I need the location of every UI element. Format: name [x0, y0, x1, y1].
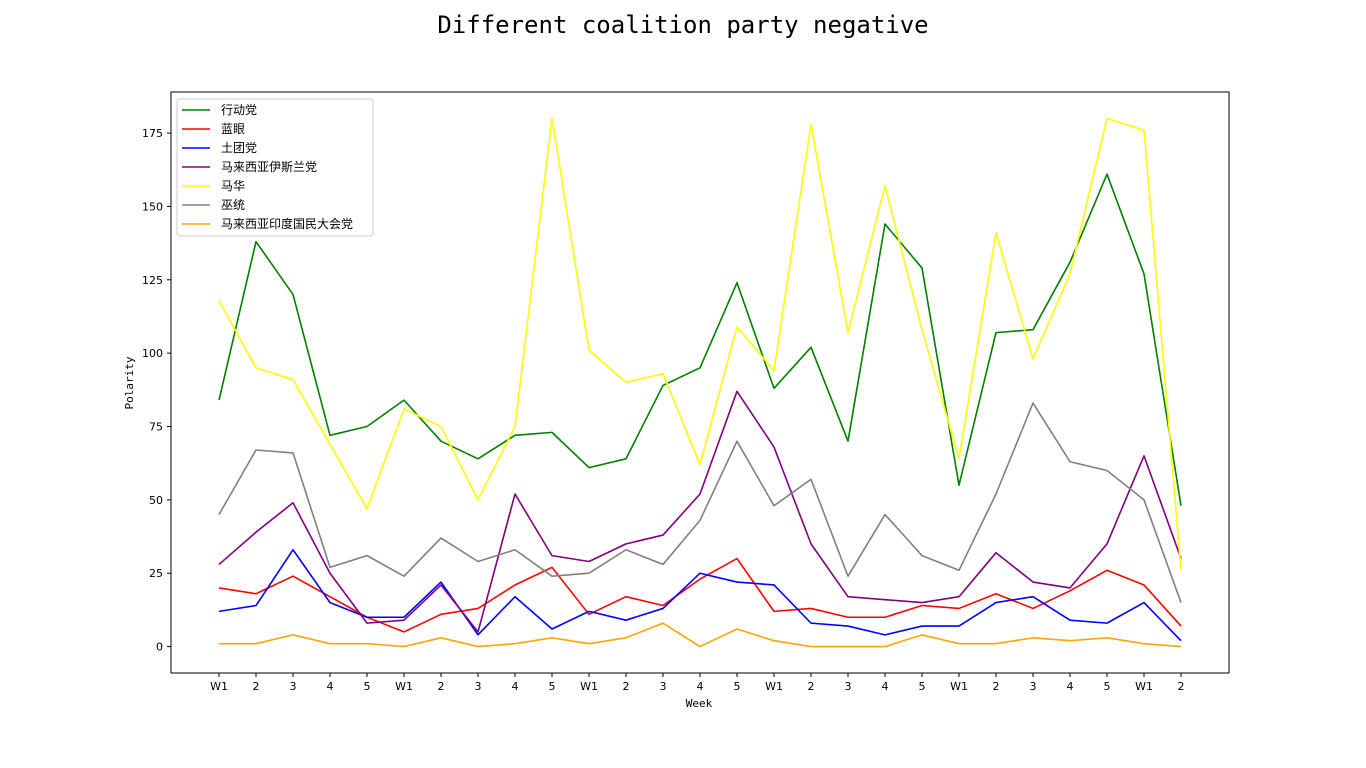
x-tick-label: W1: [765, 680, 783, 693]
legend-label: 马华: [221, 179, 245, 193]
series-line-5: [218, 402, 1182, 603]
series-line-4: [218, 117, 1182, 571]
x-tick-label: 3: [475, 680, 482, 693]
x-tick-label: 3: [660, 680, 667, 693]
y-tick-label: 175: [142, 127, 163, 140]
x-tick-label: 2: [253, 680, 260, 693]
y-tick-label: 50: [149, 494, 163, 507]
x-tick-label: 2: [808, 680, 815, 693]
chart-title: Different coalition party negative: [437, 11, 928, 39]
legend-label: 行动党: [221, 102, 257, 117]
x-tick-label: 5: [919, 680, 926, 693]
x-tick-label: 2: [438, 680, 445, 693]
series-line-3: [218, 390, 1182, 633]
x-axis: W1 2 3 4 5 W1 2 3 4 5 W1 2 3 4 5 W1 2 3 4 5 W1 2 3 4 5 W1 2: [210, 673, 1185, 693]
y-tick-label: 150: [142, 200, 163, 213]
x-tick-label: 5: [734, 680, 741, 693]
x-tick-label: W1: [1135, 680, 1153, 693]
x-tick-label: 4: [882, 680, 889, 693]
y-tick-label: 75: [149, 421, 163, 434]
legend-label: 蓝眼: [221, 122, 245, 136]
x-tick-label: 2: [1178, 680, 1185, 693]
x-tick-label: 4: [1067, 680, 1074, 693]
series-line-2: [218, 548, 1182, 642]
legend-label: 土团党: [221, 140, 257, 155]
y-axis-label: Polarity: [123, 356, 136, 409]
legend-label: 马来西亚印度国民大会党: [221, 216, 353, 231]
y-tick-label: 25: [149, 567, 163, 580]
x-tick-label: 2: [993, 680, 1000, 693]
y-tick-label: 125: [142, 274, 163, 287]
legend-label: 马来西亚伊斯兰党: [221, 159, 317, 174]
series-lines: [218, 117, 1182, 648]
x-tick-label: 3: [845, 680, 852, 693]
x-tick-label: W1: [950, 680, 968, 693]
x-tick-label: 2: [623, 680, 630, 693]
y-tick-label: 0: [156, 641, 163, 654]
x-axis-label: Week: [686, 697, 713, 710]
x-tick-label: W1: [395, 680, 413, 693]
x-tick-label: W1: [210, 680, 228, 693]
x-tick-label: 3: [290, 680, 297, 693]
x-tick-label: 5: [1104, 680, 1111, 693]
series-line-6: [219, 622, 1182, 648]
x-tick-label: 5: [364, 680, 371, 693]
series-line-0: [218, 173, 1182, 506]
x-tick-label: 4: [327, 680, 334, 693]
legend-label: 巫统: [221, 198, 245, 212]
x-tick-label: 4: [512, 680, 519, 693]
x-tick-label: 4: [697, 680, 704, 693]
x-tick-label: W1: [580, 680, 598, 693]
x-tick-label: 5: [549, 680, 556, 693]
y-axis: 0 25 50 75 100 125 150 175: [142, 127, 171, 654]
y-tick-label: 100: [142, 347, 163, 360]
legend-box: [176, 98, 374, 237]
x-tick-label: 3: [1030, 680, 1037, 693]
